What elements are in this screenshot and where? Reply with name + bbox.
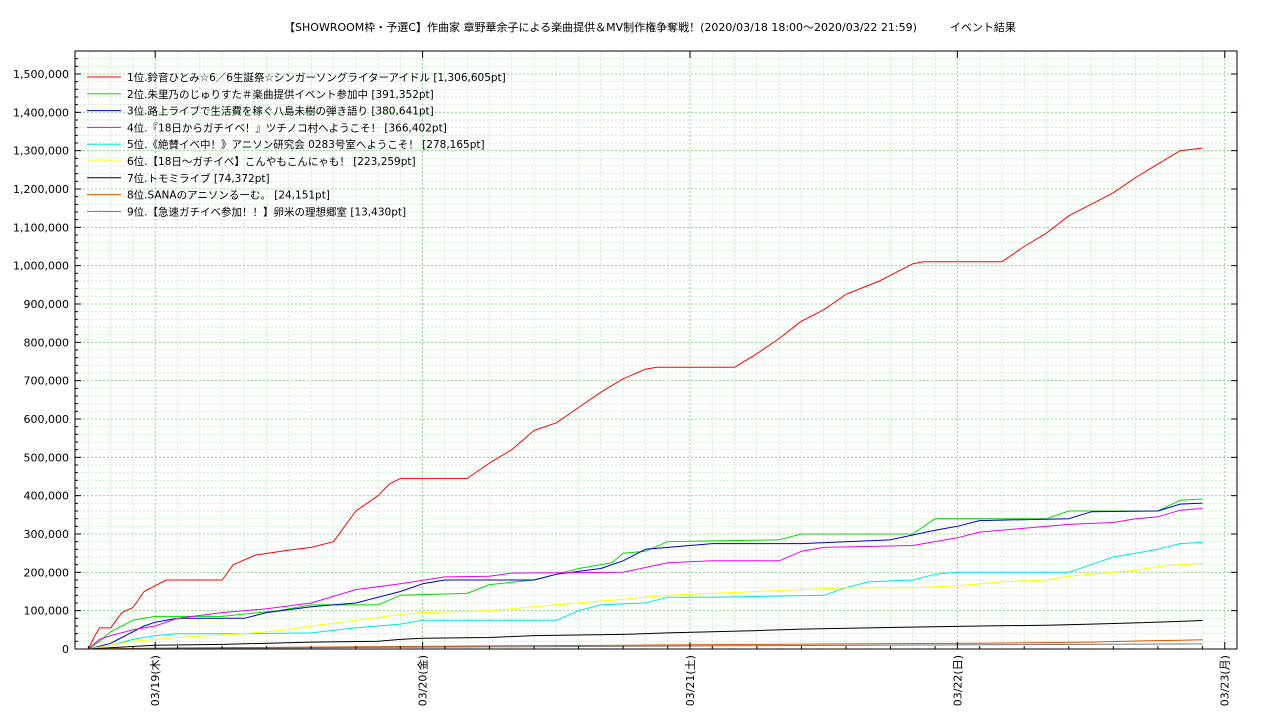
y-tick-label: 300,000: [24, 528, 70, 541]
y-tick-label: 1,200,000: [13, 183, 69, 196]
x-tick-label: 03/21(土): [684, 655, 697, 706]
y-tick-label: 900,000: [24, 298, 70, 311]
y-tick-label: 1,400,000: [13, 106, 69, 119]
x-axis: 03/19(木) 03/20(金) 03/21(土) 03/22(日) 03/23(月): [87, 51, 1232, 706]
y-tick-label: 800,000: [24, 336, 70, 349]
series-line-5: [88, 541, 1203, 650]
legend-label-3: 3位.路上ライブで生活費を稼ぐ八島未樹の弾き語り [380,641pt]: [127, 105, 434, 118]
series-line-7: [88, 620, 1203, 650]
y-tick-label: 0: [62, 643, 69, 656]
legend-label-7: 7位.トモミライブ [74,372pt]: [127, 172, 270, 185]
y-tick-label: 400,000: [24, 490, 70, 503]
y-tick-label: 500,000: [24, 451, 70, 464]
x-tick-label: 03/23(月): [1219, 655, 1232, 706]
y-tick-label: 100,000: [24, 605, 70, 618]
y-tick-label: 600,000: [24, 413, 70, 426]
y-tick-label: 200,000: [24, 566, 70, 579]
y-tick-label: 1,500,000: [13, 68, 69, 81]
y-tick-label: 700,000: [24, 375, 70, 388]
series-line-1: [87, 147, 1203, 650]
series-line-2: [88, 498, 1203, 650]
legend-label-8: 8位.SANAのアニソンるーむ。 [24,151pt]: [127, 189, 330, 202]
legend-label-2: 2位.朱里乃のじゅりすた＃楽曲提供イベント参加中 [391,352pt]: [127, 88, 434, 101]
y-axis: 1,500,000 1,400,000 1,300,000 1,200,000 1,10…: [13, 50, 1237, 656]
y-tick-label: 1,300,000: [13, 145, 69, 158]
legend-label-4: 4位.『18日からガチイベ！』ツチノコ村へようこそ！ [366,402pt]: [127, 121, 447, 134]
y-tick-label: 1,000,000: [13, 260, 69, 273]
legend-label-5: 5位.《絶賛イベ中！》アニソン研究会 0283号室へようこそ！ [278,165…: [127, 138, 485, 151]
x-tick-label: 03/22(日): [951, 655, 964, 706]
series-line-3: [88, 502, 1203, 650]
legend-label-1: 1位.鈴音ひとみ☆6／6生誕祭☆シンガーソングライターアイドル [1,306,6…: [127, 71, 506, 84]
series-line-8: [88, 639, 1203, 650]
series-line-4: [88, 508, 1203, 650]
y-tick-label: 1,100,000: [13, 221, 69, 234]
x-tick-label: 03/20(金): [416, 655, 430, 706]
series-line-6: [88, 562, 1203, 650]
legend-label-9: 9位.【急速ガチイベ参加！！】卵米の理想郷室 [13,430pt]: [127, 205, 406, 218]
x-tick-label: 03/19(木): [149, 655, 162, 706]
chart-title: 【SHOWROOM枠・予選C】作曲家 章野華余子による楽曲提供＆MV制作権争奪戦…: [284, 20, 1016, 34]
gridlines: [75, 50, 1237, 650]
legend-label-6: 6位.【18日〜ガチイベ】こんやもこんにゃも！ [223,259pt]: [127, 155, 416, 168]
legend: 1位.鈴音ひとみ☆6／6生誕祭☆シンガーソングライターアイドル [1,306,6…: [87, 71, 506, 218]
